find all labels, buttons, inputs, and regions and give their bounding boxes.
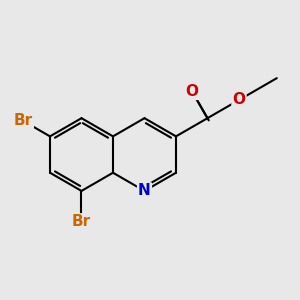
Text: Br: Br (14, 113, 33, 128)
Text: Br: Br (72, 214, 91, 229)
Text: N: N (138, 183, 151, 198)
Text: O: O (232, 92, 245, 107)
Text: O: O (185, 84, 199, 99)
